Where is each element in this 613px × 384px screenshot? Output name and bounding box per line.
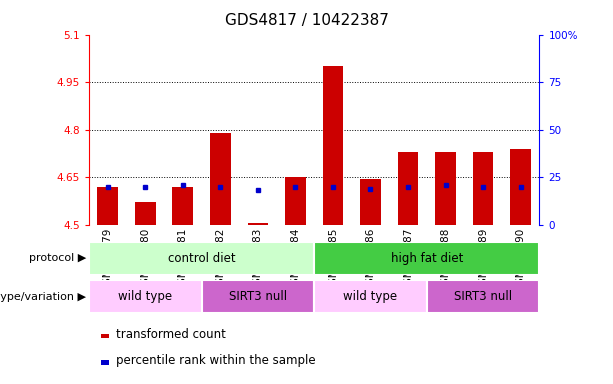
Bar xyxy=(314,280,427,313)
Text: GDS4817 / 10422387: GDS4817 / 10422387 xyxy=(224,13,389,28)
Text: wild type: wild type xyxy=(343,290,398,303)
Text: SIRT3 null: SIRT3 null xyxy=(229,290,287,303)
Bar xyxy=(248,223,268,225)
Bar xyxy=(427,280,539,313)
Bar xyxy=(285,177,306,225)
Text: SIRT3 null: SIRT3 null xyxy=(454,290,512,303)
Bar xyxy=(210,133,230,225)
Bar xyxy=(202,280,314,313)
Bar xyxy=(360,179,381,225)
Text: wild type: wild type xyxy=(118,290,172,303)
Bar xyxy=(135,202,156,225)
Bar xyxy=(398,152,418,225)
Text: high fat diet: high fat diet xyxy=(390,252,463,265)
Bar xyxy=(473,152,493,225)
Text: control diet: control diet xyxy=(168,252,235,265)
Bar xyxy=(314,242,539,275)
Text: percentile rank within the sample: percentile rank within the sample xyxy=(116,354,316,367)
Bar xyxy=(511,149,531,225)
Text: protocol ▶: protocol ▶ xyxy=(29,253,86,263)
Text: transformed count: transformed count xyxy=(116,328,226,341)
Bar xyxy=(89,242,314,275)
Bar xyxy=(172,187,193,225)
Bar xyxy=(97,187,118,225)
Bar xyxy=(89,280,202,313)
Text: genotype/variation ▶: genotype/variation ▶ xyxy=(0,291,86,302)
Bar xyxy=(322,66,343,225)
Bar xyxy=(435,152,456,225)
